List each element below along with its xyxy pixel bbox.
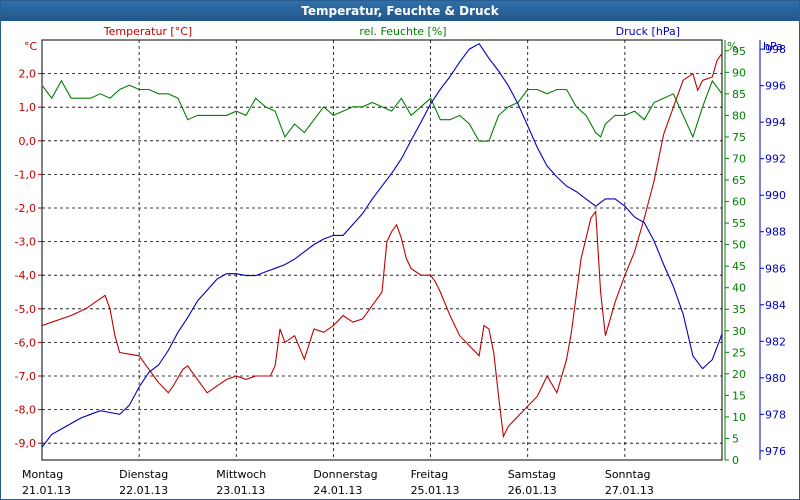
x-date-label: 27.01.13 — [605, 484, 654, 497]
humidity-tick-label: 65 — [732, 174, 746, 187]
humidity-tick-label: 5 — [732, 432, 739, 445]
temp-tick-label: 1,0 — [19, 101, 37, 114]
axis-labels: °C% hPa Temperatur [°C] rel. Feuchte [%] Dru… — [22, 25, 783, 497]
x-date-label: 21.01.13 — [22, 484, 71, 497]
series-lines — [41, 42, 723, 448]
temp-tick-label: -6,0 — [15, 336, 36, 349]
temp-tick-label: -4,0 — [15, 269, 36, 282]
humidity-tick-label: 80 — [732, 109, 746, 122]
temp-tick-label: -1,0 — [15, 168, 36, 181]
temp-tick-label: -7,0 — [15, 370, 36, 383]
x-day-label: Freitag — [411, 468, 449, 481]
temperature-series-label: Temperatur [°C] — [103, 25, 192, 38]
humidity-tick-label: 60 — [732, 196, 746, 209]
temp-tick-label: -8,0 — [15, 404, 36, 417]
temp-tick-label: -9,0 — [15, 437, 36, 450]
x-day-label: Samstag — [508, 468, 556, 481]
humidity-tick-label: 50 — [732, 239, 746, 252]
temp-tick-label: 0,0 — [19, 135, 37, 148]
humidity-tick-label: 0 — [732, 454, 739, 467]
pressure-series-label: Druck [hPa] — [616, 25, 680, 38]
pressure-series-line — [41, 42, 723, 448]
temp-tick-label: -5,0 — [15, 303, 36, 316]
humidity-tick-label: 40 — [732, 282, 746, 295]
pressure-tick-label: 982 — [765, 335, 786, 348]
x-date-label: 23.01.13 — [216, 484, 265, 497]
pressure-tick-label: 998 — [765, 43, 786, 56]
temp-tick-label: -3,0 — [15, 236, 36, 249]
temperature-series-line — [41, 53, 723, 439]
temp-unit: °C — [24, 40, 38, 53]
humidity-tick-label: 35 — [732, 303, 746, 316]
humidity-tick-label: 55 — [732, 217, 746, 230]
x-date-label: 26.01.13 — [508, 484, 557, 497]
pressure-unit: hPa — [763, 40, 783, 53]
x-date-label: 24.01.13 — [313, 484, 362, 497]
grid — [41, 39, 723, 461]
x-day-label: Sonntag — [605, 468, 651, 481]
pressure-tick-label: 978 — [765, 408, 786, 421]
x-day-label: Dienstag — [119, 468, 168, 481]
pressure-tick-label: 986 — [765, 262, 786, 275]
pressure-tick-label: 994 — [765, 116, 786, 129]
chart-title: Temperatur, Feuchte & Druck — [1, 1, 799, 21]
humidity-tick-label: 30 — [732, 325, 746, 338]
pressure-tick-label: 980 — [765, 372, 786, 385]
humidity-tick-label: 75 — [732, 131, 746, 144]
pressure-tick-label: 996 — [765, 80, 786, 93]
x-day-label: Montag — [22, 468, 63, 481]
temp-tick-label: -2,0 — [15, 202, 36, 215]
humidity-tick-label: 45 — [732, 260, 746, 273]
humidity-tick-label: 15 — [732, 389, 746, 402]
pressure-tick-label: 976 — [765, 445, 786, 458]
x-day-label: Mittwoch — [216, 468, 266, 481]
humidity-tick-label: 20 — [732, 368, 746, 381]
humidity-series-label: rel. Feuchte [%] — [359, 25, 446, 38]
humidity-unit: % — [727, 40, 737, 53]
x-date-label: 22.01.13 — [119, 484, 168, 497]
humidity-tick-label: 10 — [732, 411, 746, 424]
temp-tick-label: 2,0 — [19, 68, 37, 81]
pressure-tick-label: 988 — [765, 226, 786, 239]
plot-area — [41, 39, 723, 461]
humidity-tick-label: 95 — [732, 45, 746, 58]
pressure-tick-label: 984 — [765, 299, 786, 312]
pressure-tick-label: 990 — [765, 189, 786, 202]
pressure-tick-label: 992 — [765, 153, 786, 166]
humidity-tick-label: 70 — [732, 152, 746, 165]
humidity-tick-label: 85 — [732, 88, 746, 101]
humidity-tick-label: 90 — [732, 66, 746, 79]
x-date-label: 25.01.13 — [411, 484, 460, 497]
x-day-label: Donnerstag — [313, 468, 377, 481]
humidity-tick-label: 25 — [732, 346, 746, 359]
axes: 2,0 1,0 0,0 -1,0 -2,0 -3,0 -4,0 -5,0 -6,0 -7,0 -8,… — [15, 40, 786, 467]
humidity-series-line — [41, 79, 723, 142]
